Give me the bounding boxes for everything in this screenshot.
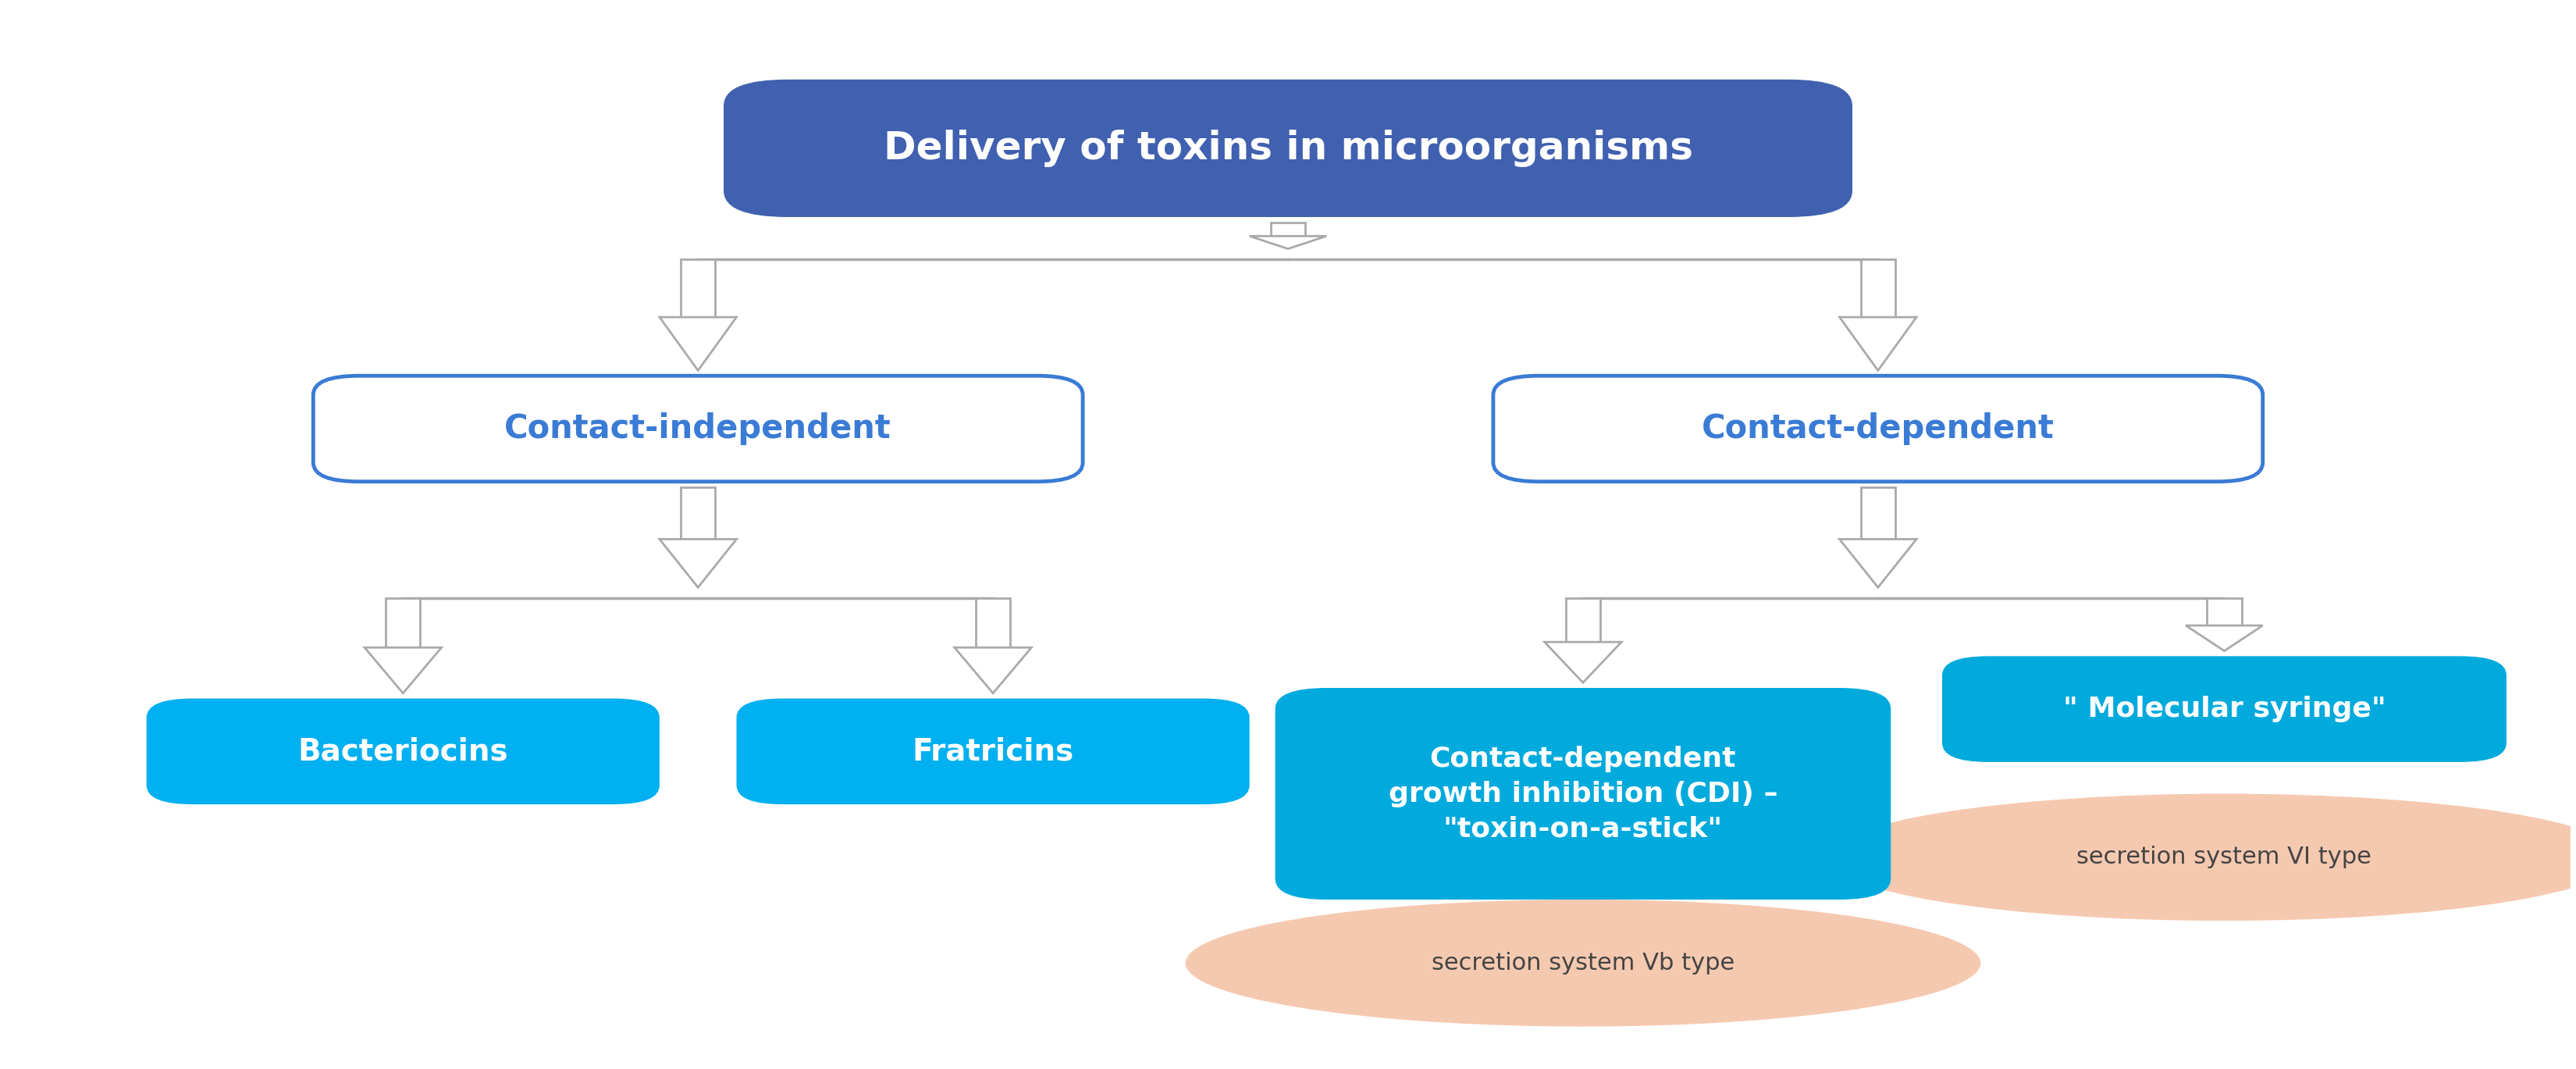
Polygon shape	[659, 539, 737, 587]
Polygon shape	[1546, 642, 1620, 683]
Polygon shape	[976, 598, 1010, 648]
Text: Delivery of toxins in microorganisms: Delivery of toxins in microorganisms	[884, 129, 1692, 167]
Text: Contact-dependent: Contact-dependent	[1703, 413, 2053, 445]
FancyBboxPatch shape	[724, 79, 1852, 217]
Polygon shape	[1270, 222, 1306, 236]
FancyBboxPatch shape	[1275, 688, 1891, 899]
Polygon shape	[386, 598, 420, 648]
Text: " Molecular syringe": " Molecular syringe"	[2063, 696, 2385, 723]
FancyBboxPatch shape	[1494, 376, 2262, 482]
Polygon shape	[1860, 260, 1896, 317]
Polygon shape	[1249, 236, 1327, 249]
Text: Fratricins: Fratricins	[912, 737, 1074, 766]
Polygon shape	[680, 486, 716, 539]
FancyBboxPatch shape	[147, 698, 659, 804]
Polygon shape	[366, 648, 440, 693]
Polygon shape	[659, 317, 737, 371]
Polygon shape	[2208, 598, 2241, 625]
Polygon shape	[2187, 625, 2262, 651]
Text: Bacteriocins: Bacteriocins	[299, 737, 507, 766]
Polygon shape	[1566, 598, 1600, 642]
FancyBboxPatch shape	[314, 376, 1082, 482]
FancyBboxPatch shape	[1942, 656, 2506, 762]
Polygon shape	[956, 648, 1030, 693]
Text: secretion system VI type: secretion system VI type	[2076, 846, 2372, 868]
Polygon shape	[1839, 539, 1917, 587]
Polygon shape	[680, 260, 716, 317]
Polygon shape	[1839, 317, 1917, 371]
Polygon shape	[1860, 486, 1896, 539]
Text: secretion system Vb type: secretion system Vb type	[1432, 951, 1734, 974]
Ellipse shape	[1185, 899, 1981, 1026]
Text: Contact-independent: Contact-independent	[505, 413, 891, 445]
Text: Contact-dependent
growth inhibition (CDI) –
"toxin-on-a-stick": Contact-dependent growth inhibition (CDI…	[1388, 745, 1777, 842]
Ellipse shape	[1826, 794, 2576, 920]
FancyBboxPatch shape	[737, 698, 1249, 804]
